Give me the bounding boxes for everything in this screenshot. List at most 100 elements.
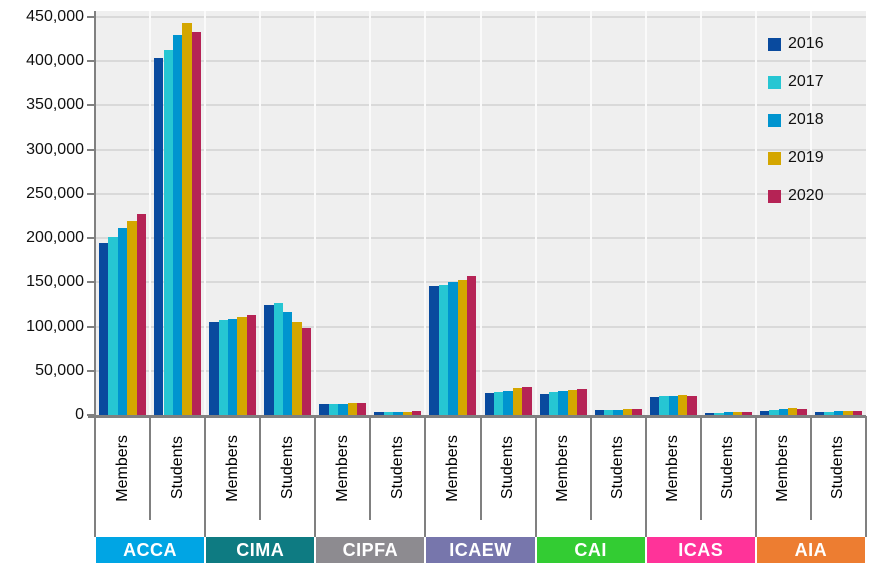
x-column-label-text: Members bbox=[664, 434, 682, 502]
bar-2017 bbox=[659, 396, 669, 415]
bar-2020 bbox=[191, 32, 202, 415]
x-column-label-text: Members bbox=[333, 434, 351, 502]
body-band-icas: ICAS bbox=[646, 537, 755, 563]
bar-2016 bbox=[539, 393, 549, 415]
bar-2016 bbox=[759, 410, 770, 415]
column-separator-grid bbox=[809, 11, 812, 415]
bar-2019 bbox=[622, 409, 633, 415]
bar-2019 bbox=[402, 411, 412, 415]
legend-label: 2019 bbox=[788, 149, 824, 166]
y-tick-label: 100,000 bbox=[26, 317, 84, 335]
bar-2018 bbox=[338, 403, 348, 415]
y-tick-label: 50,000 bbox=[35, 361, 84, 379]
y-axis-tick bbox=[87, 148, 95, 151]
x-column-label-text: Members bbox=[223, 434, 241, 502]
x-column-label-text: Students bbox=[278, 436, 296, 500]
column-separator bbox=[369, 416, 372, 520]
column-separator-grid bbox=[149, 11, 152, 415]
y-axis-tick bbox=[87, 192, 95, 195]
bar-2018 bbox=[448, 282, 458, 415]
column-separator bbox=[479, 416, 482, 520]
body-band-acca: ACCA bbox=[96, 537, 205, 563]
bar-2017 bbox=[824, 411, 834, 415]
y-tick-label: 0 bbox=[75, 406, 84, 423]
x-column-label-text: Students bbox=[609, 436, 627, 500]
legend-label: 2018 bbox=[788, 111, 824, 128]
bar-2018 bbox=[723, 412, 733, 415]
legend-item-2016: 2016 bbox=[768, 32, 868, 56]
y-axis-tick bbox=[87, 369, 95, 372]
bar-2016 bbox=[99, 242, 109, 415]
bar-2019 bbox=[843, 411, 853, 415]
x-column-label: Students bbox=[701, 418, 756, 518]
column-separator bbox=[149, 416, 152, 520]
column-separator-grid bbox=[699, 11, 702, 415]
y-axis-tick bbox=[87, 237, 95, 240]
legend-swatch bbox=[768, 113, 781, 127]
bar-2020 bbox=[522, 387, 532, 415]
bar-2016 bbox=[319, 403, 329, 415]
bar-2018 bbox=[778, 408, 789, 415]
body-band-cima: CIMA bbox=[206, 537, 315, 563]
bar-2016 bbox=[649, 396, 660, 415]
bar-2017 bbox=[273, 302, 284, 415]
y-axis-tick bbox=[87, 325, 95, 328]
body-band-label: ICAS bbox=[678, 539, 724, 560]
body-band-label: CAI bbox=[574, 539, 607, 560]
y-axis-tick bbox=[87, 281, 95, 284]
bar-2019 bbox=[567, 390, 578, 415]
bar-2018 bbox=[503, 391, 513, 415]
bar-2017 bbox=[769, 409, 779, 415]
x-axis-line bbox=[88, 415, 866, 418]
legend-swatch bbox=[768, 151, 781, 165]
group-separator bbox=[644, 416, 647, 537]
column-separator-grid bbox=[479, 11, 482, 415]
bar-2017 bbox=[714, 412, 724, 415]
bar-2018 bbox=[393, 411, 403, 415]
column-separator bbox=[589, 416, 592, 520]
bar-2017 bbox=[108, 237, 118, 415]
bar-2019 bbox=[127, 221, 137, 415]
x-column-label-text: Members bbox=[113, 434, 131, 502]
legend-swatch bbox=[768, 37, 781, 51]
legend: 2016 2017 2018 2019 2020 bbox=[768, 32, 868, 222]
group-separator bbox=[314, 416, 317, 537]
x-column-label-text: Members bbox=[774, 434, 792, 502]
bar-2019 bbox=[347, 403, 357, 415]
bar-2017 bbox=[383, 412, 394, 415]
body-band-label: CIMA bbox=[236, 539, 285, 560]
group-separator bbox=[865, 416, 867, 537]
legend-label: 2016 bbox=[788, 35, 824, 52]
bar-2017 bbox=[438, 284, 449, 415]
y-tick-label: 300,000 bbox=[26, 140, 84, 158]
bar-2017 bbox=[218, 320, 228, 415]
bar-2018 bbox=[172, 34, 183, 415]
bar-2020 bbox=[632, 409, 642, 415]
legend-label: 2020 bbox=[788, 187, 824, 204]
legend-label: 2017 bbox=[788, 73, 824, 90]
bar-2020 bbox=[301, 328, 312, 415]
y-tick-label: 350,000 bbox=[26, 96, 84, 114]
bar-2020 bbox=[467, 276, 477, 415]
bar-2020 bbox=[687, 395, 697, 415]
bar-2016 bbox=[814, 412, 825, 415]
x-column-label-text: Students bbox=[719, 436, 737, 500]
x-column-label: Members bbox=[536, 418, 591, 518]
column-separator-grid bbox=[754, 11, 757, 415]
column-separator-grid bbox=[259, 11, 262, 415]
bar-2016 bbox=[374, 412, 384, 415]
group-separator bbox=[204, 416, 207, 537]
bar-2019 bbox=[182, 23, 192, 415]
bar-2016 bbox=[209, 322, 219, 415]
y-axis-tick bbox=[87, 16, 95, 18]
bar-2018 bbox=[117, 228, 128, 415]
y-tick-label: 450,000 bbox=[26, 8, 84, 25]
group-separator bbox=[754, 416, 757, 537]
bar-2017 bbox=[163, 49, 173, 415]
x-column-label-text: Members bbox=[554, 434, 572, 502]
bar-2019 bbox=[292, 322, 302, 415]
body-band-aia: AIA bbox=[756, 537, 865, 563]
bar-2017 bbox=[493, 392, 504, 415]
group-separator bbox=[534, 416, 537, 537]
